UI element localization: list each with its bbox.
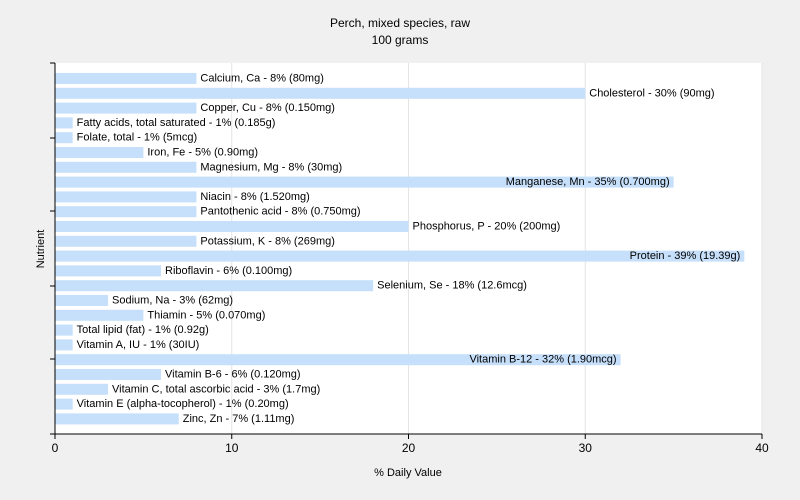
bar-label: Riboflavin - 6% (0.100mg) <box>165 265 292 277</box>
bar <box>55 206 197 218</box>
x-tick-label: 40 <box>755 441 769 455</box>
bar <box>55 398 73 410</box>
bar-label: Thiamin - 5% (0.070mg) <box>147 309 265 321</box>
bar <box>55 132 73 144</box>
bar <box>55 324 73 336</box>
bar <box>55 73 197 84</box>
bar-label: Calcium, Ca - 8% (80mg) <box>200 73 323 85</box>
bar <box>55 176 674 188</box>
bar-label: Phosphorus, P - 20% (200mg) <box>413 221 561 233</box>
y-axis-label: Nutrient <box>35 230 47 269</box>
bar <box>55 309 144 321</box>
bar <box>55 147 144 158</box>
bar-label: Fatty acids, total saturated - 1% (0.185… <box>77 117 276 129</box>
bar <box>55 102 197 114</box>
bar-label: Vitamin A, IU - 1% (30IU) <box>77 339 200 351</box>
bar-label: Pantothenic acid - 8% (0.750mg) <box>200 206 360 218</box>
bar-label: Selenium, Se - 18% (12.6mcg) <box>377 280 527 292</box>
bar <box>55 295 109 306</box>
bar <box>55 117 73 129</box>
gridlines <box>231 63 763 434</box>
bar-label: Iron, Fe - 5% (0.90mg) <box>147 147 258 159</box>
x-tick-label: 20 <box>402 441 416 455</box>
x-tick-label: 0 <box>52 441 59 455</box>
bar <box>55 413 179 425</box>
bar <box>55 235 197 247</box>
bar-label: Sodium, Na - 3% (62mg) <box>112 295 233 307</box>
bar <box>55 280 374 292</box>
chart-title: Perch, mixed species, raw <box>330 16 470 30</box>
bar <box>55 221 409 232</box>
bar-label: Protein - 39% (19.39g) <box>630 250 741 262</box>
bar-label: Folate, total - 1% (5mcg) <box>77 132 197 144</box>
bar-label: Cholesterol - 30% (90mg) <box>589 87 714 99</box>
bar-label: Vitamin B-6 - 6% (0.120mg) <box>165 369 301 381</box>
x-axis-label: % Daily Value <box>374 467 442 479</box>
bar <box>55 250 745 262</box>
x-tick-label: 10 <box>225 441 239 455</box>
bar-label: Niacin - 8% (1.520mg) <box>200 191 309 203</box>
bar-label: Magnesium, Mg - 8% (30mg) <box>200 161 342 173</box>
bar-label: Total lipid (fat) - 1% (0.92g) <box>77 324 209 336</box>
bar <box>55 265 162 277</box>
x-tick-label: 30 <box>579 441 593 455</box>
bar-label: Copper, Cu - 8% (0.150mg) <box>200 102 335 114</box>
x-ticks: 0 10 20 30 40 <box>52 434 769 455</box>
bar <box>55 354 621 366</box>
bar-labels: Calcium, Ca - 8% (80mg) Cholesterol - 30%… <box>77 73 741 425</box>
bar <box>55 383 109 395</box>
bar-label: Vitamin B-12 - 32% (1.90mcg) <box>469 354 616 366</box>
bar-label: Vitamin C, total ascorbic acid - 3% (1.7… <box>112 383 320 395</box>
bar-label: Vitamin E (alpha-tocopherol) - 1% (0.20m… <box>77 398 289 410</box>
bar <box>55 339 73 351</box>
bar-label: Manganese, Mn - 35% (0.700mg) <box>506 176 670 188</box>
chart-subtitle: 100 grams <box>372 33 429 47</box>
bar <box>55 161 197 173</box>
bar <box>55 369 162 380</box>
bar <box>55 87 586 99</box>
bar-label: Potassium, K - 8% (269mg) <box>200 235 335 247</box>
bars <box>55 73 745 425</box>
bar-label: Zinc, Zn - 7% (1.11mg) <box>183 413 295 425</box>
bar <box>55 191 197 203</box>
